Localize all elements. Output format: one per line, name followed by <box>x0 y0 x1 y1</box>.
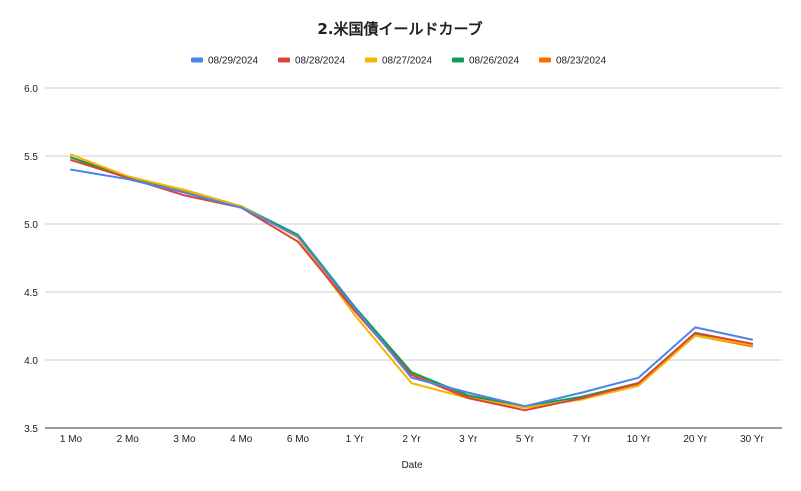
legend-label: 08/26/2024 <box>469 56 519 67</box>
legend-item: 08/29/2024 <box>191 56 258 67</box>
x-axis-title: Date <box>401 460 423 471</box>
legend-item: 08/23/2024 <box>539 56 606 67</box>
gridlines <box>45 87 782 429</box>
x-axis: 1 Mo 2 Mo 3 Mo 4 Mo 6 Mo 1 Yr 2 Yr 3 Yr 5 Yr 7 Yr… <box>60 434 765 445</box>
x-tick-label: 2 Mo <box>117 434 140 445</box>
y-tick-label: 4.5 <box>24 288 38 299</box>
legend-swatch <box>365 57 377 63</box>
y-tick-label: 5.0 <box>24 220 38 231</box>
legend-item: 08/27/2024 <box>365 56 432 67</box>
x-tick-label: 4 Mo <box>230 434 253 445</box>
y-tick-label: 5.5 <box>24 152 38 163</box>
x-tick-label: 2 Yr <box>402 434 421 445</box>
series-line <box>70 153 753 409</box>
legend-swatch <box>452 57 464 63</box>
x-tick-label: 10 Yr <box>627 434 651 445</box>
legend-label: 08/29/2024 <box>208 56 258 67</box>
x-tick-label: 30 Yr <box>740 434 764 445</box>
x-tick-label: 6 Mo <box>287 434 310 445</box>
x-tick-label: 20 Yr <box>683 434 707 445</box>
legend-item: 08/26/2024 <box>452 56 519 67</box>
x-tick-label: 3 Mo <box>173 434 196 445</box>
legend-item: 08/28/2024 <box>278 56 345 67</box>
x-tick-label: 1 Mo <box>60 434 83 445</box>
y-axis: 6.0 5.5 5.0 4.5 4.0 3.5 <box>24 84 38 435</box>
legend-label: 08/23/2024 <box>556 56 606 67</box>
legend-swatch <box>539 57 551 63</box>
y-tick-label: 4.0 <box>24 356 38 367</box>
series-line <box>70 168 753 408</box>
y-tick-label: 6.0 <box>24 84 38 95</box>
series-line <box>70 159 753 412</box>
legend-swatch <box>278 57 290 63</box>
legend-label: 08/28/2024 <box>295 56 345 67</box>
series-line <box>70 156 753 409</box>
x-tick-label: 5 Yr <box>516 434 535 445</box>
y-tick-label: 3.5 <box>24 424 38 435</box>
x-tick-label: 1 Yr <box>346 434 365 445</box>
legend-label: 08/27/2024 <box>382 56 432 67</box>
legend-swatch <box>191 57 203 63</box>
series-lines <box>70 153 753 412</box>
legend: 08/29/2024 08/28/2024 08/27/2024 08/26/2024… <box>191 56 606 67</box>
x-tick-label: 3 Yr <box>459 434 478 445</box>
x-tick-label: 7 Yr <box>573 434 592 445</box>
chart-title: 2.米国債イールドカーブ <box>317 20 482 38</box>
